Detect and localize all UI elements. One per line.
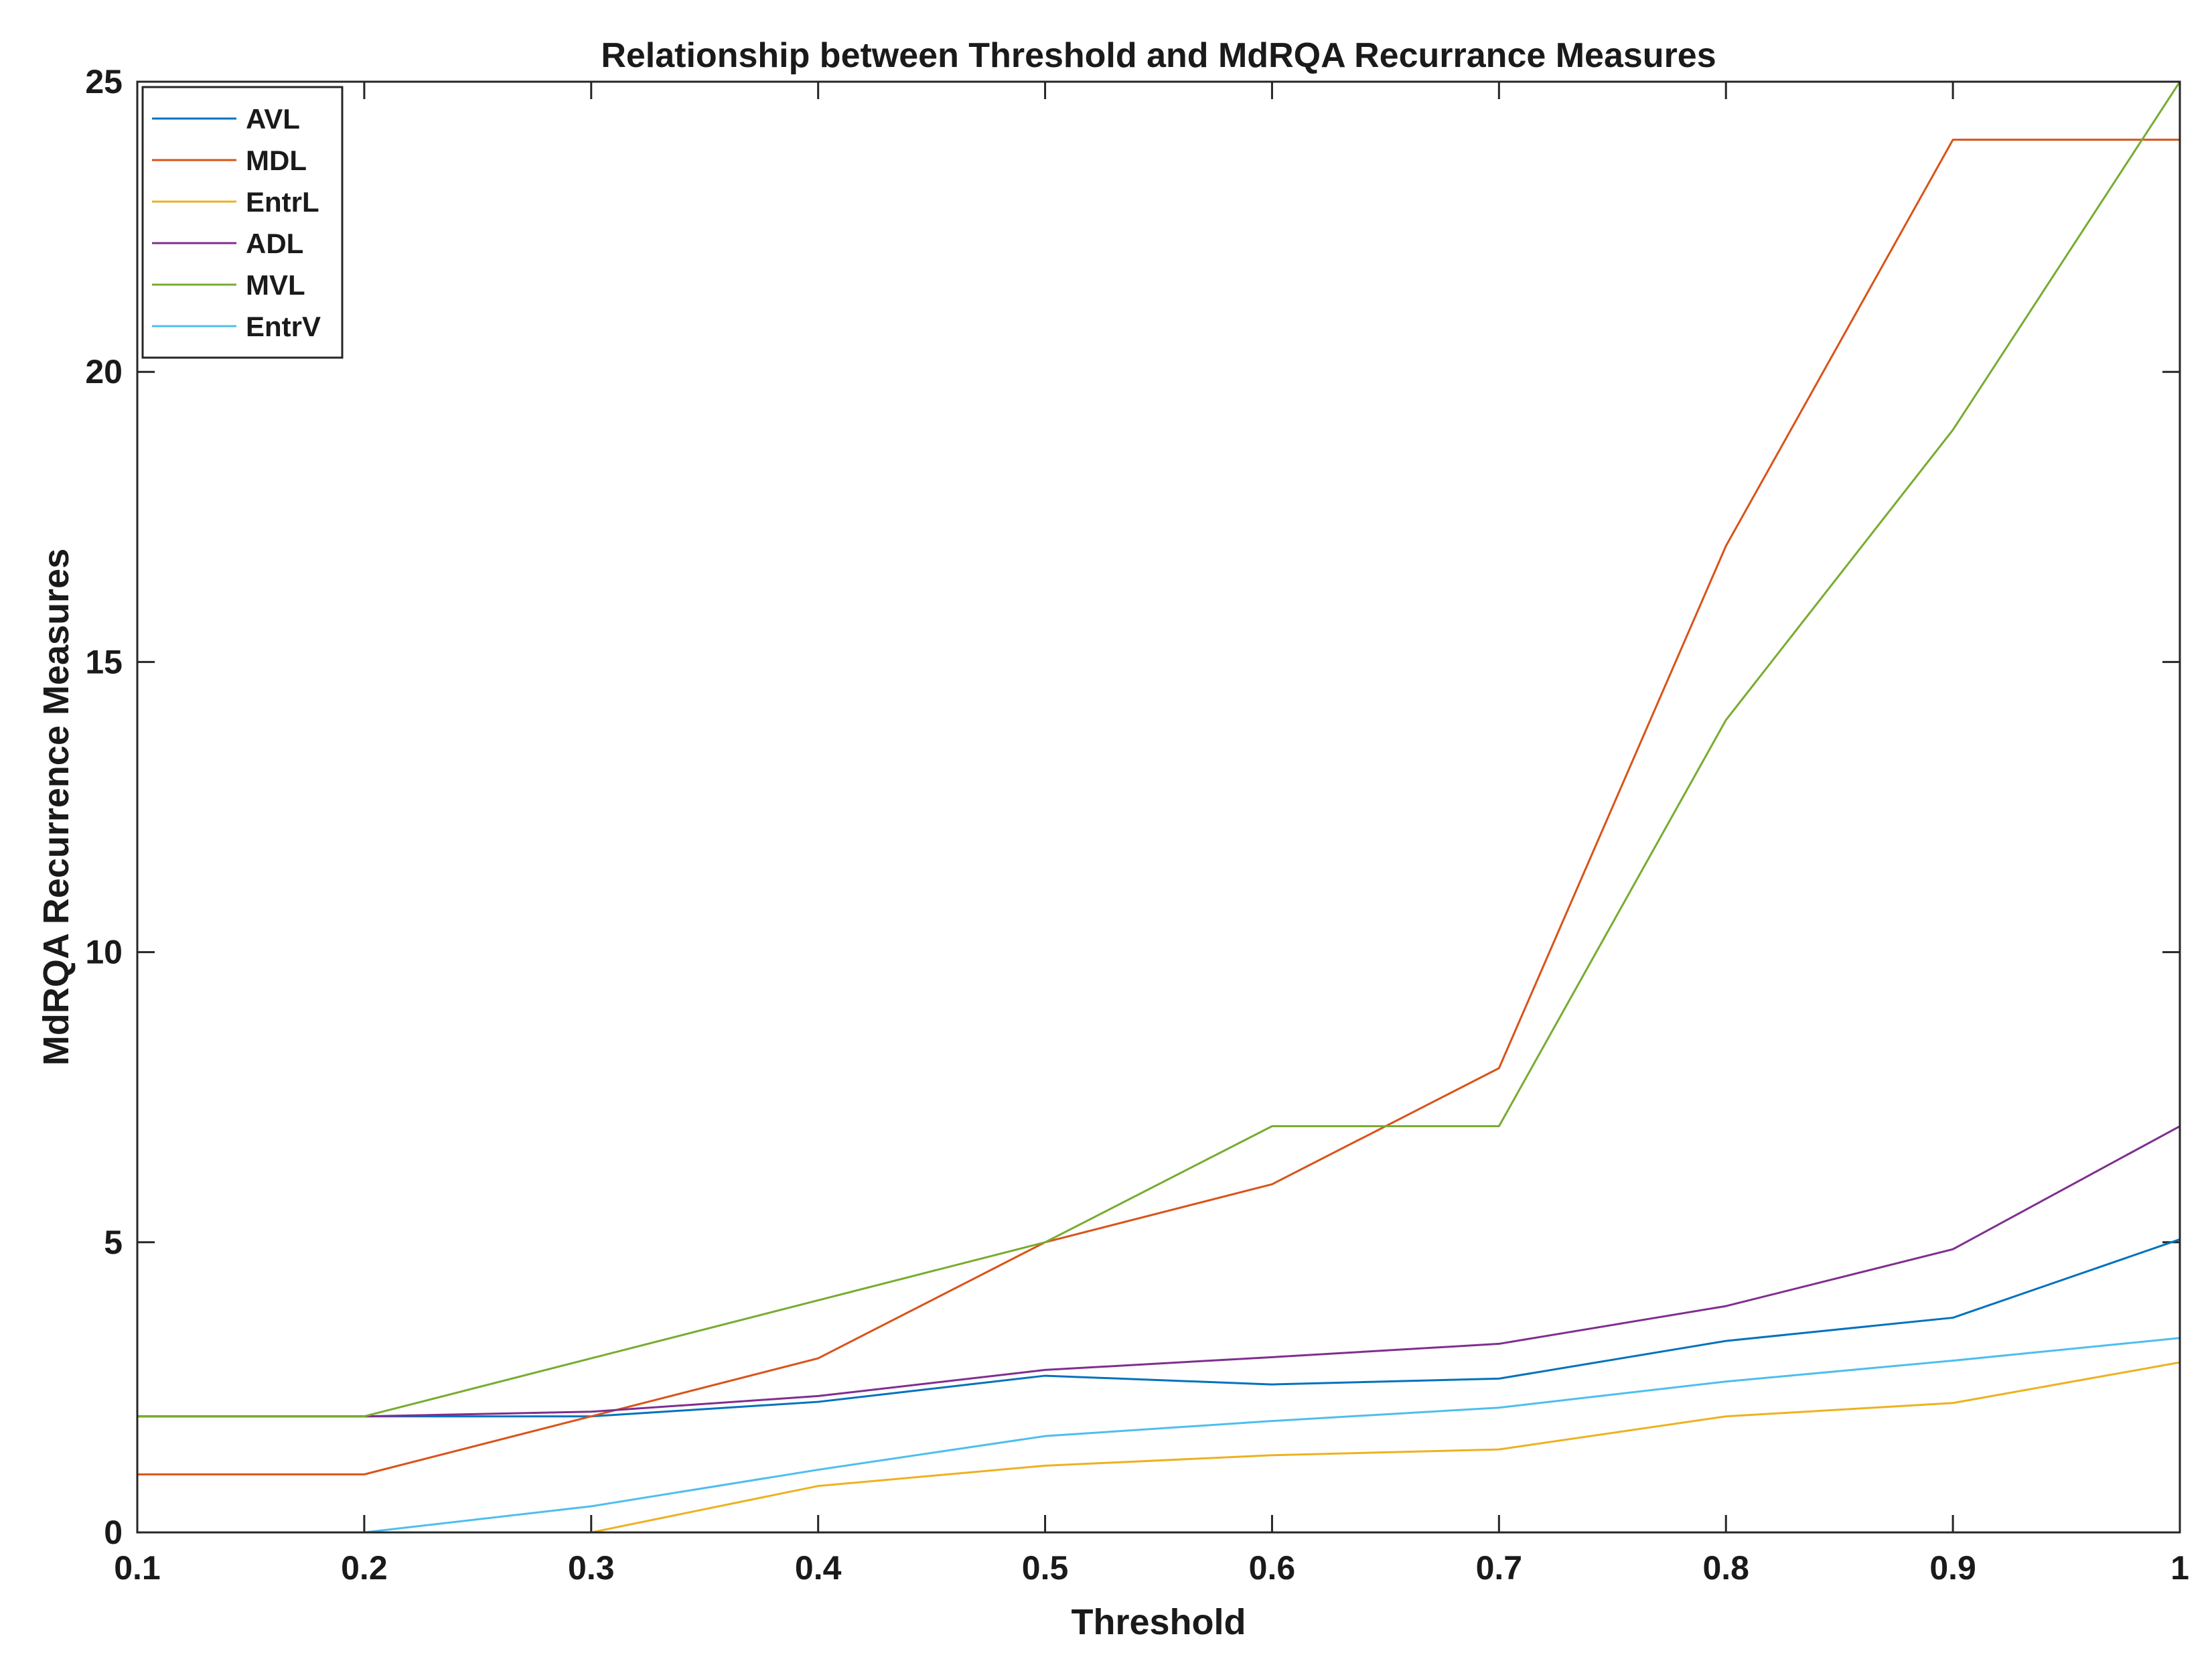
x-tick-label: 0.1 [114,1549,161,1587]
legend: AVL MDL EntrL ADL MVL EntrV [141,86,344,359]
y-tick-label: 20 [85,353,123,390]
x-tick-label: 1 [2170,1549,2189,1587]
series-line-entrv [137,1337,2181,1534]
series-line-adl [137,1125,2181,1418]
x-tick-label: 0.8 [1702,1549,1749,1587]
x-tick-label: 0.2 [341,1549,388,1587]
y-tick-label: 25 [85,63,123,100]
legend-label: EntrL [246,186,319,218]
series-line-mvl [137,81,2181,1418]
y-tick-label: 5 [104,1224,123,1261]
series-line-entrl [137,1361,2181,1534]
x-tick-label: 0.9 [1929,1549,1976,1587]
legend-label: EntrV [246,311,321,342]
x-tick-label: 0.4 [795,1549,842,1587]
plot-frame [136,80,2181,1534]
y-tick-label: 0 [104,1514,123,1551]
y-tick-label: 15 [85,643,123,680]
y-tick-label: 10 [85,934,123,971]
x-axis-label: Threshold [1071,1602,1246,1642]
x-tick-label: 0.5 [1022,1549,1069,1587]
legend-label: MDL [246,145,307,176]
series-lines [137,81,2181,1534]
legend-label: ADL [246,228,303,259]
chart-title: Relationship between Threshold and MdRQA… [601,36,1716,75]
x-tick-label: 0.6 [1249,1549,1296,1587]
x-tick-label: 0.7 [1476,1549,1523,1587]
legend-label: AVL [246,103,300,135]
series-line-mdl [137,139,2180,1475]
legend-box [141,86,344,359]
series-line-avl [137,1238,2181,1418]
legend-label: MVL [246,269,305,301]
x-tick-label: 0.3 [568,1549,615,1587]
y-axis-label: MdRQA Recurrence Measures [36,549,76,1066]
